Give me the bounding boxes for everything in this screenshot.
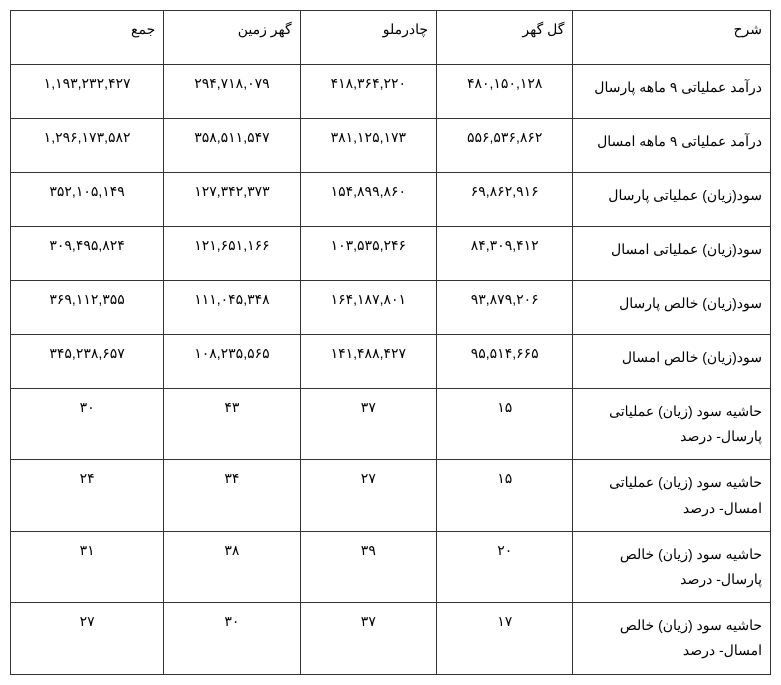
cell-desc: حاشیه سود (زیان) عملیاتی پارسال- درصد xyxy=(573,389,771,460)
cell-value: ۶۹,۸۶۲,۹۱۶ xyxy=(437,173,573,227)
cell-value: ۳۰۹,۴۹۵,۸۲۴ xyxy=(11,227,164,281)
cell-value: ۱۴۱,۴۸۸,۴۲۷ xyxy=(300,335,436,389)
cell-value: ۳۴۵,۲۳۸,۶۵۷ xyxy=(11,335,164,389)
cell-value: ۳۰ xyxy=(11,389,164,460)
cell-desc: حاشیه سود (زیان) خالص پارسال- درصد xyxy=(573,531,771,602)
cell-value: ۳۸۱,۱۲۵,۱۷۳ xyxy=(300,119,436,173)
column-header-desc: شرح xyxy=(573,11,771,65)
cell-value: ۱۵ xyxy=(437,460,573,531)
cell-value: ۲۷ xyxy=(300,460,436,531)
cell-value: ۲۷ xyxy=(11,603,164,674)
table-row: حاشیه سود (زیان) خالص امسال- درصد ۱۷ ۳۷ … xyxy=(11,603,771,674)
table-row: سود(زیان) خالص پارسال ۹۳,۸۷۹,۲۰۶ ۱۶۴,۱۸۷… xyxy=(11,281,771,335)
cell-value: ۳۶۹,۱۱۲,۳۵۵ xyxy=(11,281,164,335)
cell-desc: سود(زیان) خالص پارسال xyxy=(573,281,771,335)
cell-value: ۳۱ xyxy=(11,531,164,602)
table-row: حاشیه سود (زیان) عملیاتی امسال- درصد ۱۵ … xyxy=(11,460,771,531)
column-header-c4: جمع xyxy=(11,11,164,65)
cell-value: ۲۰ xyxy=(437,531,573,602)
cell-value: ۱۷ xyxy=(437,603,573,674)
cell-value: ۳۸ xyxy=(164,531,300,602)
cell-value: ۱۵۴,۸۹۹,۸۶۰ xyxy=(300,173,436,227)
table-row: سود(زیان) عملیاتی پارسال ۶۹,۸۶۲,۹۱۶ ۱۵۴,… xyxy=(11,173,771,227)
cell-desc: سود(زیان) عملیاتی امسال xyxy=(573,227,771,281)
cell-value: ۸۴,۳۰۹,۴۱۲ xyxy=(437,227,573,281)
column-header-c2: چادرملو xyxy=(300,11,436,65)
cell-value: ۳۵۲,۱۰۵,۱۴۹ xyxy=(11,173,164,227)
cell-value: ۳۴ xyxy=(164,460,300,531)
table-row: سود(زیان) خالص امسال ۹۵,۵۱۴,۶۶۵ ۱۴۱,۴۸۸,… xyxy=(11,335,771,389)
cell-value: ۱,۲۹۶,۱۷۳,۵۸۲ xyxy=(11,119,164,173)
cell-desc: درآمد عملیاتی ۹ ماهه پارسال xyxy=(573,65,771,119)
cell-desc: درآمد عملیاتی ۹ ماهه امسال xyxy=(573,119,771,173)
cell-value: ۴۱۸,۳۶۴,۲۲۰ xyxy=(300,65,436,119)
cell-value: ۳۵۸,۵۱۱,۵۴۷ xyxy=(164,119,300,173)
cell-value: ۲۴ xyxy=(11,460,164,531)
cell-value: ۱۲۷,۳۴۲,۳۷۳ xyxy=(164,173,300,227)
column-header-c1: گل گهر xyxy=(437,11,573,65)
financial-table: شرح گل گهر چادرملو گهر زمین جمع درآمد عم… xyxy=(10,10,771,675)
table-row: حاشیه سود (زیان) عملیاتی پارسال- درصد ۱۵… xyxy=(11,389,771,460)
cell-desc: حاشیه سود (زیان) خالص امسال- درصد xyxy=(573,603,771,674)
table-row: درآمد عملیاتی ۹ ماهه امسال ۵۵۶,۵۳۶,۸۶۲ ۳… xyxy=(11,119,771,173)
cell-desc: سود(زیان) عملیاتی پارسال xyxy=(573,173,771,227)
cell-value: ۴۸۰,۱۵۰,۱۲۸ xyxy=(437,65,573,119)
cell-desc: حاشیه سود (زیان) عملیاتی امسال- درصد xyxy=(573,460,771,531)
table-row: سود(زیان) عملیاتی امسال ۸۴,۳۰۹,۴۱۲ ۱۰۳,۵… xyxy=(11,227,771,281)
cell-value: ۴۳ xyxy=(164,389,300,460)
cell-value: ۳۷ xyxy=(300,603,436,674)
cell-value: ۳۹ xyxy=(300,531,436,602)
cell-value: ۱۰۸,۲۳۵,۵۶۵ xyxy=(164,335,300,389)
cell-value: ۱۱۱,۰۴۵,۳۴۸ xyxy=(164,281,300,335)
cell-value: ۳۷ xyxy=(300,389,436,460)
column-header-c3: گهر زمین xyxy=(164,11,300,65)
cell-value: ۱۲۱,۶۵۱,۱۶۶ xyxy=(164,227,300,281)
cell-value: ۹۵,۵۱۴,۶۶۵ xyxy=(437,335,573,389)
cell-value: ۱,۱۹۳,۲۳۲,۴۲۷ xyxy=(11,65,164,119)
cell-value: ۵۵۶,۵۳۶,۸۶۲ xyxy=(437,119,573,173)
table-header-row: شرح گل گهر چادرملو گهر زمین جمع xyxy=(11,11,771,65)
table-row: درآمد عملیاتی ۹ ماهه پارسال ۴۸۰,۱۵۰,۱۲۸ … xyxy=(11,65,771,119)
table-body: درآمد عملیاتی ۹ ماهه پارسال ۴۸۰,۱۵۰,۱۲۸ … xyxy=(11,65,771,675)
cell-desc: سود(زیان) خالص امسال xyxy=(573,335,771,389)
cell-value: ۱۶۴,۱۸۷,۸۰۱ xyxy=(300,281,436,335)
cell-value: ۳۰ xyxy=(164,603,300,674)
cell-value: ۲۹۴,۷۱۸,۰۷۹ xyxy=(164,65,300,119)
cell-value: ۱۰۳,۵۳۵,۲۴۶ xyxy=(300,227,436,281)
cell-value: ۹۳,۸۷۹,۲۰۶ xyxy=(437,281,573,335)
table-row: حاشیه سود (زیان) خالص پارسال- درصد ۲۰ ۳۹… xyxy=(11,531,771,602)
cell-value: ۱۵ xyxy=(437,389,573,460)
